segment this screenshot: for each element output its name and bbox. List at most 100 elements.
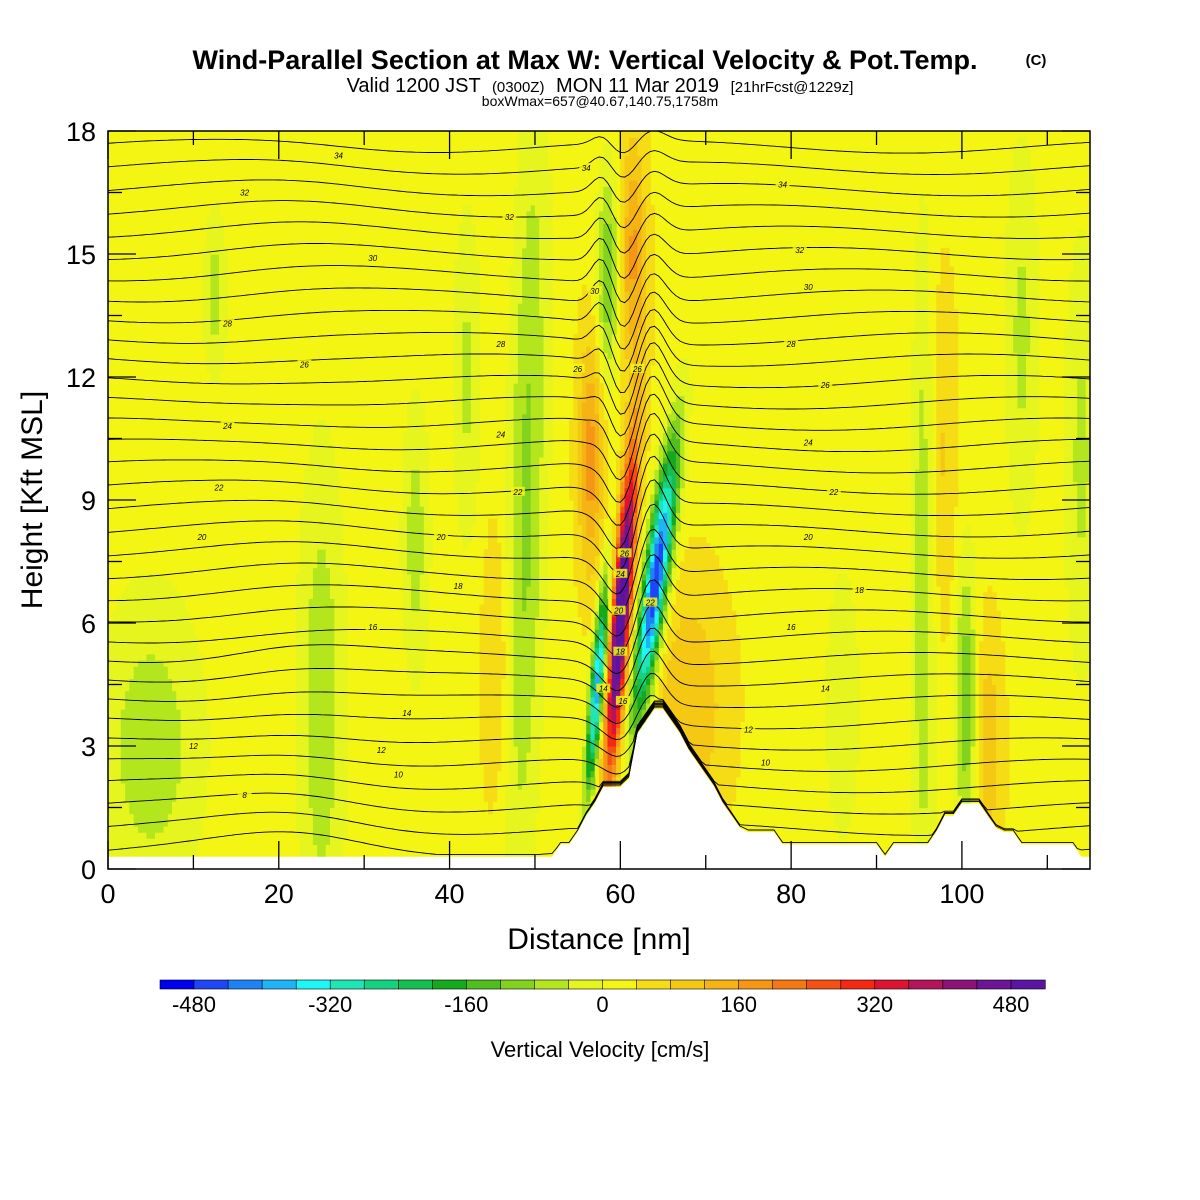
colorbar-swatch <box>397 979 433 990</box>
theta-contour-line <box>108 702 1090 794</box>
colorbar-swatch <box>534 979 570 990</box>
theta-contour-line <box>108 503 1090 595</box>
contour-label: 24 <box>493 429 508 439</box>
contour-label: 18 <box>852 585 867 595</box>
contour-label: 22 <box>510 486 525 497</box>
y-tick-label: 6 <box>81 609 96 639</box>
contour-label: 34 <box>775 179 790 189</box>
contour-label: 16 <box>365 622 380 632</box>
contour-label: 24 <box>801 437 816 448</box>
colorbar-tick-label: 320 <box>856 992 893 1017</box>
colorbar-swatch <box>295 979 331 990</box>
y-tick-labels: 0 3 6 9 12 15 18 <box>66 117 96 885</box>
theta-contour-line <box>108 433 1090 526</box>
contour-label: 12 <box>186 741 201 751</box>
forecast-info: [21hrFcst@1229z] <box>731 79 854 96</box>
contour-label: 22 <box>212 482 227 493</box>
theta-contour-line <box>108 579 1090 656</box>
y-tick-label: 9 <box>81 486 96 516</box>
theta-contour-line <box>108 212 1090 254</box>
theta-contour-line <box>108 233 1090 279</box>
contour-label: 10 <box>758 757 773 767</box>
contour-label: 16 <box>615 695 630 706</box>
colorbar-labels: -480 -320 -160 0 160 320 480 <box>172 992 1029 1017</box>
contour-label: 32 <box>502 212 517 222</box>
contour-label: 28 <box>220 318 235 329</box>
contour-labels: 34 34 34 32 32 32 30 30 30 28 28 28 26 26 26 26 24 24 24 22… <box>186 150 867 800</box>
contour-label: 16 <box>784 622 799 632</box>
copyright-mark: (C) <box>1026 52 1047 69</box>
contour-label: 22 <box>643 597 658 608</box>
colorbar-swatch <box>636 979 672 990</box>
contour-label: 26 <box>570 363 585 374</box>
terrain-profile <box>108 709 1090 869</box>
colorbar-tick-label: -160 <box>444 992 488 1017</box>
colorbar-title: Vertical Velocity [cm/s] <box>491 1037 710 1062</box>
valid-prefix: Valid 1200 JST <box>347 75 481 97</box>
theta-contours <box>108 131 1090 856</box>
theta-contour-line <box>108 455 1090 549</box>
valid-utc: (0300Z) <box>492 79 545 96</box>
colorbar-swatch <box>227 979 263 990</box>
colorbar-swatch <box>602 979 638 990</box>
theta-contour-line <box>108 704 1090 815</box>
colorbar-swatch <box>704 979 740 990</box>
y-tick-label: 18 <box>66 117 96 147</box>
theta-contour-line <box>108 393 1090 481</box>
x-tick-label: 40 <box>435 879 465 909</box>
colorbar-swatch <box>1010 979 1046 990</box>
colorbar-swatch <box>363 979 399 990</box>
theta-contour-line <box>108 479 1090 572</box>
y-tick-label: 3 <box>81 732 96 762</box>
contour-label: 20 <box>434 531 449 542</box>
theta-contour-line <box>108 131 1090 154</box>
contour-label: 20 <box>194 531 209 542</box>
theta-contour-line <box>108 695 1090 741</box>
x-tick-labels: 0 20 40 60 80 100 <box>100 879 984 909</box>
theta-contour-line <box>108 309 1090 372</box>
colorbar-swatch <box>500 979 535 990</box>
theta-contour-line <box>108 291 1090 350</box>
theta-contour-line <box>108 603 1090 675</box>
colorbar-swatch <box>261 979 297 990</box>
contour-label: 28 <box>493 339 508 349</box>
colorbar-swatch <box>874 979 910 990</box>
theta-contour-line <box>108 706 1090 856</box>
theta-contour-line <box>108 253 1090 304</box>
colorbar-tick-label: 480 <box>993 992 1030 1017</box>
contour-label: 26 <box>818 380 833 390</box>
x-tick-label: 100 <box>939 879 984 909</box>
theta-contour-line <box>108 650 1090 708</box>
contour-label: 30 <box>365 253 380 263</box>
contour-label: 32 <box>237 187 252 198</box>
contour-label: 14 <box>596 683 611 694</box>
colorbar <box>159 979 1046 990</box>
valid-date: MON 11 Mar 2019 <box>556 75 719 97</box>
theta-contour-line <box>108 673 1090 724</box>
theta-contour-line <box>108 325 1090 393</box>
contour-label: 26 <box>297 359 312 370</box>
colorbar-tick-label: 0 <box>596 992 608 1017</box>
contour-label: 12 <box>741 724 756 735</box>
colorbar-swatch <box>772 979 808 990</box>
axis-ticks <box>107 130 1090 870</box>
terrain <box>108 709 1090 869</box>
colorbar-swatch <box>159 979 195 990</box>
theta-contour-line <box>108 700 1090 757</box>
colorbar-swatch <box>908 979 944 990</box>
theta-contour-line <box>108 342 1090 415</box>
contour-label: 34 <box>331 150 346 161</box>
theta-contour-line <box>108 375 1090 459</box>
x-tick-label: 20 <box>264 879 294 909</box>
chart-title: Wind-Parallel Section at Max W: Vertical… <box>193 45 978 75</box>
colorbar-swatch <box>976 979 1012 990</box>
contour-label: 14 <box>818 683 833 694</box>
x-tick-label: 80 <box>776 879 806 909</box>
contour-label: 30 <box>587 285 602 296</box>
contour-label: 14 <box>399 708 414 718</box>
chart-subtitle: boxWmax=657@40.67,140.75,1758m <box>482 93 718 109</box>
theta-contour-line <box>108 554 1090 637</box>
contour-label: 8 <box>237 790 252 800</box>
colorbar-swatch <box>193 979 229 990</box>
